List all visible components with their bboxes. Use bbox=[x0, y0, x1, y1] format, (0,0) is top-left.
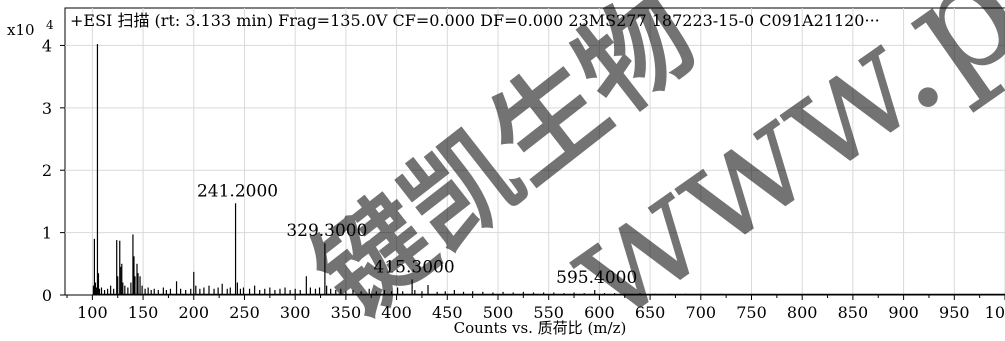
y-tick-label: 2 bbox=[42, 161, 52, 180]
peak-annotations: 241.2000 329.3000 415.3000 595.4000 bbox=[197, 181, 637, 288]
y-tick-label: 3 bbox=[42, 99, 52, 118]
x-tick-label: 850 bbox=[838, 303, 869, 322]
peak-annotation-label: 241.2000 bbox=[197, 181, 278, 201]
peak-annotation-label: 595.4000 bbox=[556, 268, 637, 288]
x-axis-label: Counts vs. 质荷比 (m/z) bbox=[454, 319, 627, 337]
plot-area bbox=[64, 7, 1005, 296]
x-tick-label: 950 bbox=[939, 303, 970, 322]
x-tick-labels: 100 150 200 250 300 350 400 450 500 550 600 650 700 7… bbox=[77, 303, 1005, 322]
x-tick-label: 550 bbox=[533, 303, 564, 322]
x-tick-label: 900 bbox=[888, 303, 919, 322]
y-tick-label: 4 bbox=[42, 36, 52, 55]
y-scale-exponent: 4 bbox=[46, 18, 54, 32]
x-tick-label: 650 bbox=[635, 303, 666, 322]
y-scale-label: x10 bbox=[7, 21, 35, 39]
y-tick-label: 1 bbox=[42, 224, 52, 243]
grid-lines bbox=[65, 8, 1005, 295]
x-tick-label: 700 bbox=[686, 303, 717, 322]
y-tick-labels: 0 1 2 3 4 bbox=[42, 36, 52, 305]
x-tick-label: 200 bbox=[179, 303, 210, 322]
chart-title: +ESI 扫描 (rt: 3.133 min) Frag=135.0V CF=0… bbox=[70, 11, 880, 30]
x-tick-label: 600 bbox=[584, 303, 615, 322]
x-tick-label: 300 bbox=[280, 303, 311, 322]
x-tick-label: 1000 bbox=[985, 303, 1005, 322]
axis-ticks bbox=[60, 44, 1005, 300]
peak-annotation-label: 415.3000 bbox=[374, 257, 455, 277]
x-tick-label: 500 bbox=[483, 303, 514, 322]
peak-annotation-label: 329.3000 bbox=[286, 221, 367, 241]
x-tick-label: 800 bbox=[787, 303, 818, 322]
x-tick-label: 250 bbox=[229, 303, 260, 322]
x-tick-label: 450 bbox=[432, 303, 463, 322]
x-tick-label: 150 bbox=[128, 303, 159, 322]
y-tick-label: 0 bbox=[42, 286, 52, 305]
x-tick-label: 350 bbox=[331, 303, 362, 322]
x-tick-label: 400 bbox=[381, 303, 412, 322]
x-tick-label: 100 bbox=[77, 303, 108, 322]
x-tick-label: 750 bbox=[736, 303, 767, 322]
